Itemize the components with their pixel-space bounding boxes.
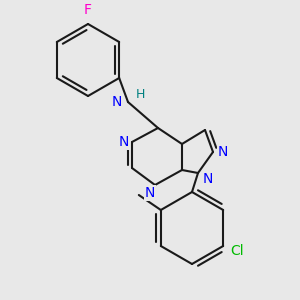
Text: N: N (119, 135, 129, 149)
Text: N: N (145, 186, 155, 200)
Text: Cl: Cl (230, 244, 244, 258)
Text: F: F (84, 3, 92, 17)
Text: N: N (203, 172, 213, 186)
Text: N: N (218, 145, 228, 159)
Text: N: N (112, 95, 122, 109)
Text: H: H (135, 88, 145, 100)
